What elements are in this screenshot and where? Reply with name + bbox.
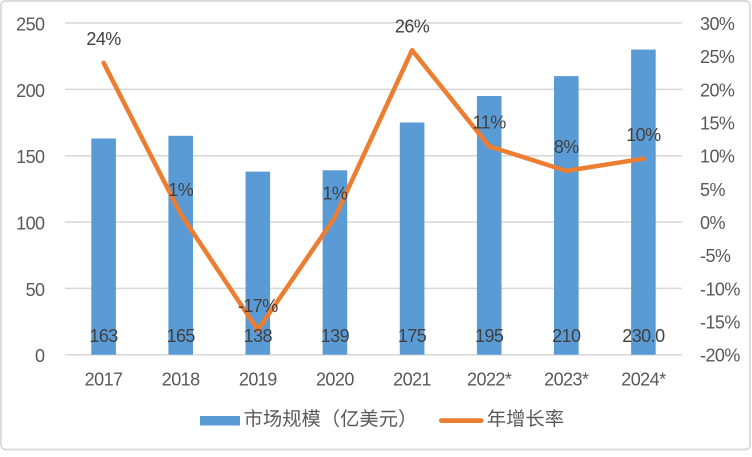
svg-text:11%: 11% — [473, 112, 507, 132]
svg-text:15%: 15% — [700, 114, 735, 134]
svg-text:1%: 1% — [168, 180, 193, 200]
svg-text:100: 100 — [16, 213, 45, 233]
svg-text:2019: 2019 — [239, 370, 277, 390]
svg-text:-17%: -17% — [238, 296, 278, 316]
svg-text:20%: 20% — [700, 80, 735, 100]
svg-text:210: 210 — [552, 326, 581, 346]
svg-text:195: 195 — [475, 326, 504, 346]
svg-text:2022*: 2022* — [467, 370, 512, 390]
svg-text:10%: 10% — [700, 147, 735, 167]
svg-text:200: 200 — [16, 81, 45, 101]
svg-text:138: 138 — [244, 326, 273, 346]
svg-text:2021: 2021 — [393, 370, 431, 390]
svg-text:26%: 26% — [395, 16, 430, 36]
svg-text:24%: 24% — [86, 29, 121, 49]
svg-text:50: 50 — [26, 280, 45, 300]
svg-text:2017: 2017 — [85, 370, 123, 390]
svg-text:165: 165 — [167, 326, 196, 346]
svg-text:163: 163 — [89, 326, 118, 346]
svg-text:2023*: 2023* — [544, 370, 589, 390]
svg-text:8%: 8% — [554, 137, 579, 157]
svg-text:1%: 1% — [322, 183, 347, 203]
svg-text:0: 0 — [35, 346, 45, 366]
svg-text:10%: 10% — [626, 125, 661, 145]
svg-text:-5%: -5% — [700, 246, 731, 266]
svg-text:2020: 2020 — [316, 370, 354, 390]
svg-text:30%: 30% — [700, 14, 735, 34]
svg-text:5%: 5% — [700, 180, 725, 200]
svg-text:2018: 2018 — [162, 370, 200, 390]
svg-text:0%: 0% — [700, 213, 725, 233]
svg-text:230.0: 230.0 — [622, 326, 665, 346]
svg-text:150: 150 — [16, 147, 45, 167]
svg-text:2024*: 2024* — [621, 370, 666, 390]
svg-text:139: 139 — [321, 326, 350, 346]
svg-text:-10%: -10% — [700, 279, 740, 299]
svg-text:25%: 25% — [700, 47, 735, 67]
svg-text:-15%: -15% — [700, 313, 740, 333]
svg-text:250: 250 — [16, 14, 45, 34]
svg-text:175: 175 — [398, 326, 427, 346]
svg-text:-20%: -20% — [700, 346, 740, 366]
